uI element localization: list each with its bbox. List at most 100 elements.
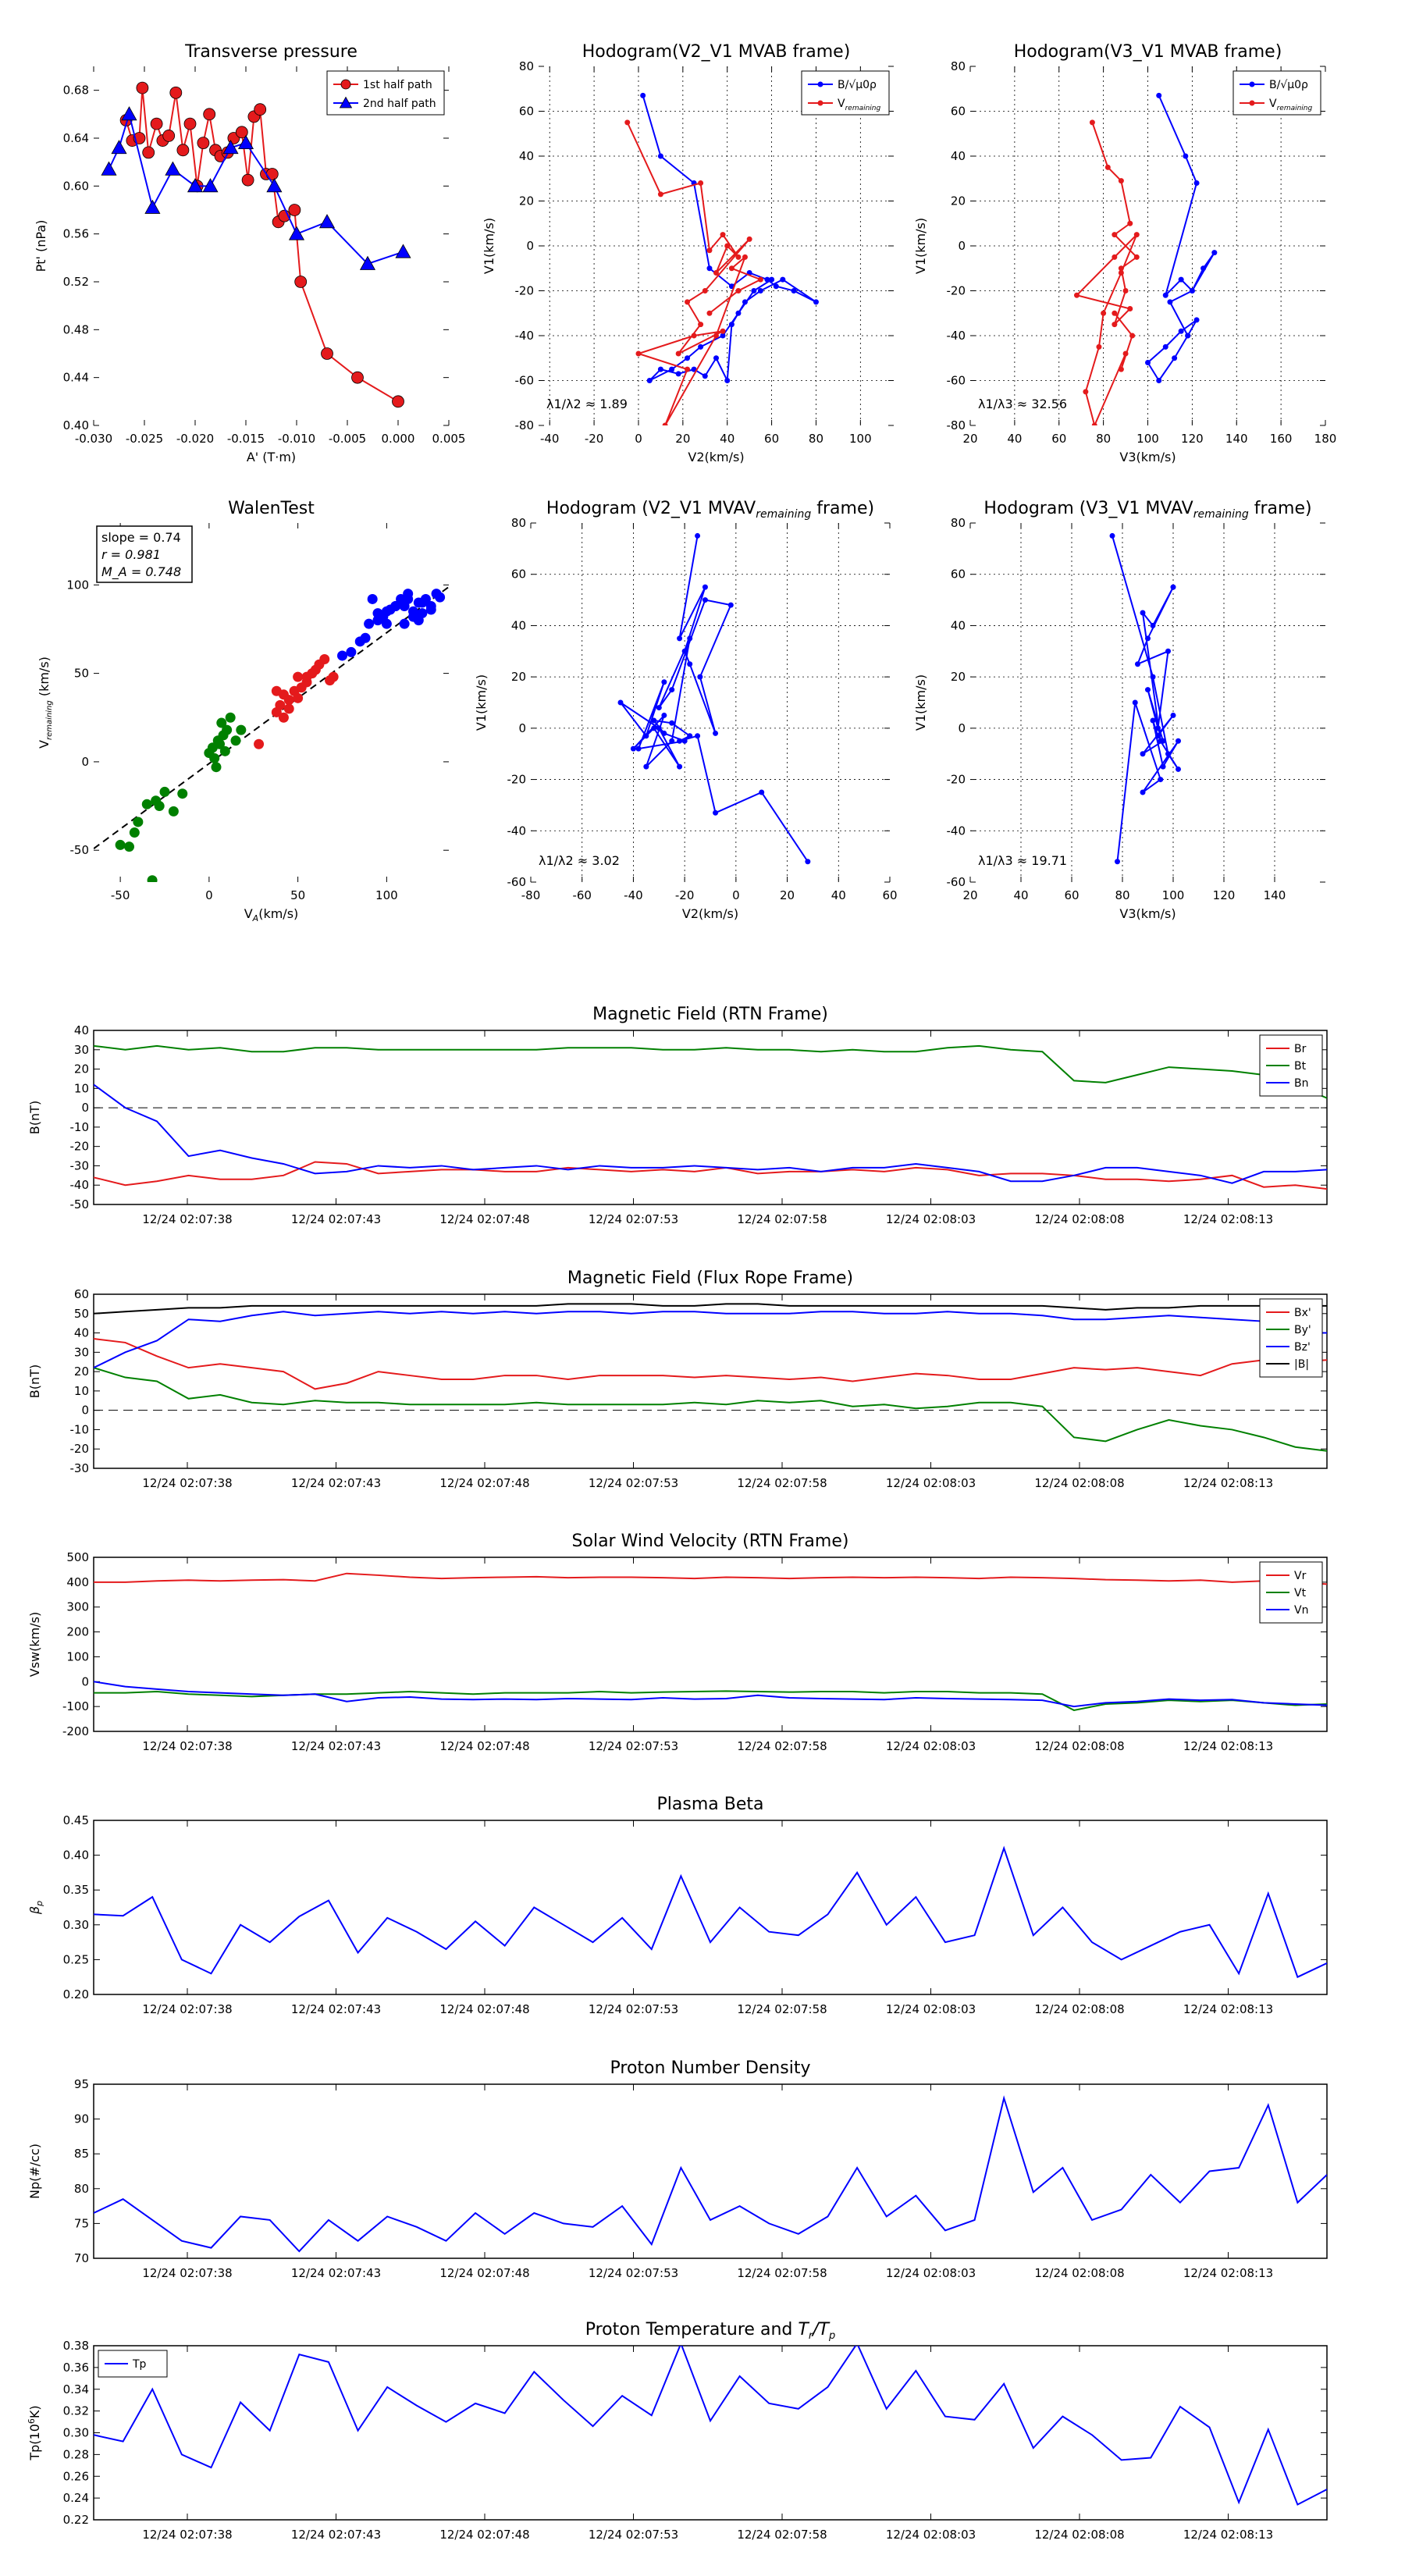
y-tick-label: 20 (951, 670, 966, 684)
y-tick-label: 0.30 (63, 1918, 89, 1932)
data-point (396, 593, 407, 604)
y-tick-label: 0 (526, 239, 534, 253)
data-point (1165, 751, 1171, 757)
data-point (657, 191, 663, 197)
data-point (1185, 333, 1191, 339)
data-point (203, 108, 216, 121)
data-point (713, 355, 719, 361)
legend-label: 1st half path (363, 79, 432, 91)
chart-title: Transverse pressure (184, 42, 357, 62)
y-axis-label: B(nT) (27, 1364, 42, 1398)
y-tick-label: 20 (74, 1364, 89, 1379)
data-point (1189, 288, 1195, 294)
data-point (677, 738, 683, 744)
chart-hodogram-v3-v1-mvav: Hodogram (V3_V1 MVAVremaining frame) 20 40… (913, 499, 1325, 921)
x-tick-label: 80 (1096, 432, 1111, 446)
x-tick-label: 12/24 02:07:58 (737, 1476, 827, 1490)
y-tick-label: -40 (947, 824, 966, 838)
data-point (713, 270, 719, 276)
x-tick-label: 20 (962, 888, 977, 902)
x-tick-label: 12/24 02:07:48 (439, 2528, 529, 2542)
data-point (727, 602, 734, 608)
data-point (713, 730, 719, 736)
y-tick-label: 0.36 (63, 2361, 89, 2375)
chart-title-tail: frame) (1249, 499, 1312, 518)
y-axis-label: B(nT) (27, 1101, 42, 1134)
data-point (222, 140, 239, 155)
data-point (1155, 733, 1161, 739)
data-point (713, 333, 719, 339)
y-tick-label: 400 (66, 1575, 89, 1589)
x-tick-label: 12/24 02:07:58 (737, 2528, 827, 2542)
y-tick-label: 40 (951, 618, 966, 632)
y-tick-label: 20 (511, 670, 526, 684)
plot-area (94, 1303, 1327, 1452)
plot-area (101, 81, 411, 408)
data-point (266, 178, 283, 193)
data-point (101, 161, 117, 176)
stats-line: r = 0.981 (101, 547, 161, 562)
y-tick-label: -20 (507, 773, 527, 787)
data-point (381, 618, 392, 629)
plot-area (1074, 92, 1218, 425)
data-point (675, 371, 681, 377)
data-point (1118, 366, 1124, 372)
series-line-b0 (642, 95, 817, 384)
eigenvalue-ratio-annotation: λ1/λ3 ≈ 19.71 (978, 853, 1067, 868)
data-point (144, 199, 161, 214)
x-tick-label: 180 (1314, 432, 1337, 446)
series-line-b (1112, 535, 1179, 862)
y-tick-label: 60 (74, 1287, 89, 1301)
data-point (651, 725, 657, 731)
x-tick-label: 12/24 02:07:38 (142, 2002, 232, 2016)
x-tick-label: 12/24 02:07:43 (291, 1212, 381, 1226)
data-point (728, 322, 735, 328)
legend-marker (1249, 100, 1255, 106)
data-point (742, 299, 748, 305)
y-tick-label: -20 (947, 773, 966, 787)
chart-title: Proton Temperature and Tr/Tp (585, 2320, 836, 2342)
y-tick-label: 90 (74, 2112, 89, 2126)
data-point (435, 592, 446, 603)
data-point (1112, 310, 1118, 316)
y-axis-label: Vremaining (km/s) (37, 656, 54, 749)
y-tick-label: 60 (519, 105, 534, 119)
y-tick-label: 0.22 (63, 2513, 89, 2527)
chart-proton-temperature: Proton Temperature and Tr/Tp 0.22 0.24 0.26… (27, 2320, 1328, 2542)
x-tick-label: 12/24 02:07:53 (589, 1739, 678, 1753)
data-point (1156, 378, 1162, 383)
chart-title: WalenTest (228, 499, 315, 518)
data-point (237, 134, 254, 150)
y-tick-label: 100 (66, 1649, 89, 1663)
chart-walen-test: WalenTest -50 0 50 100 -50 0 50 100 VA(km/s) Vrema… (37, 499, 449, 923)
data-point (1132, 699, 1138, 706)
data-point (129, 827, 140, 838)
data-point (395, 244, 411, 258)
data-point (176, 144, 190, 157)
data-point (1089, 119, 1095, 126)
data-point (1165, 648, 1171, 654)
data-point (1083, 389, 1089, 395)
data-point (702, 288, 708, 294)
data-point (111, 140, 127, 155)
data-point (413, 597, 424, 608)
chart-title: Proton Number Density (610, 2058, 811, 2078)
y-tick-label: 40 (74, 1326, 89, 1340)
plot-frame (93, 2345, 1328, 2521)
data-point (265, 168, 279, 180)
y-tick-label: 20 (951, 194, 966, 208)
data-point (147, 875, 158, 882)
x-tick-label: 12/24 02:07:38 (142, 2528, 232, 2542)
y-tick-label: 300 (66, 1600, 89, 1614)
data-point (813, 299, 819, 305)
data-point (643, 733, 649, 739)
y-tick-label: 0.68 (63, 84, 89, 98)
data-point (124, 841, 134, 852)
y-tick-label: -30 (70, 1461, 90, 1475)
y-tick-label: 20 (519, 194, 534, 208)
x-tick-label: 40 (831, 888, 846, 902)
series-line-vr (94, 1572, 1327, 1585)
legend-label: Vremaining (838, 98, 881, 112)
chart-hodogram-v3-v1-mvab: Hodogram(V3_V1 MVAB frame) 20 40 60 80 100 120… (913, 42, 1336, 464)
x-tick-label: 12/24 02:08:03 (886, 2528, 976, 2542)
